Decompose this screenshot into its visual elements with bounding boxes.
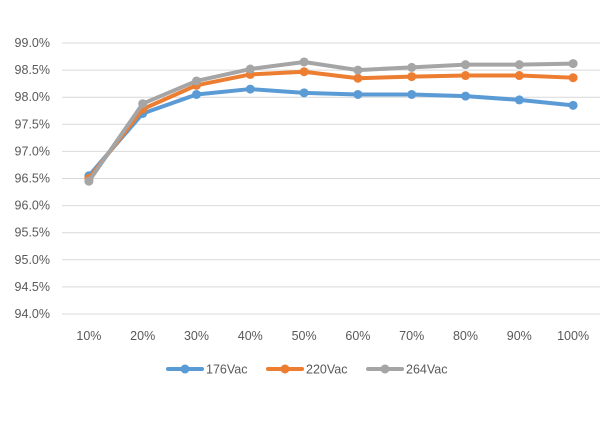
data-point-176vac	[461, 91, 470, 101]
y-tick-label: 95.5%	[15, 226, 50, 240]
data-point-220vac	[461, 71, 470, 81]
legend-swatch-marker	[280, 364, 290, 374]
y-tick-label: 96.5%	[15, 172, 50, 186]
y-tick-label: 94.0%	[15, 307, 50, 321]
data-point-176vac	[192, 89, 201, 99]
data-point-264vac	[138, 99, 148, 109]
legend-item-176vac: 176Vac	[166, 363, 247, 377]
x-tick-label: 90%	[507, 329, 532, 343]
y-tick-label: 99.0%	[15, 36, 50, 50]
x-tick-label: 20%	[130, 329, 155, 343]
legend: 176Vac 220Vac 264Vac	[166, 363, 447, 377]
data-point-264vac	[245, 64, 255, 74]
series-line-176vac	[86, 87, 576, 178]
legend-item-264vac: 264Vac	[366, 363, 447, 377]
data-point-220vac	[568, 73, 578, 83]
y-tick-label: 95.0%	[15, 253, 50, 267]
y-axis: 94.0% 94.5% 95.0% 95.5% 96.0% 96.5% 97.0% 97.5%…	[15, 36, 50, 321]
series-line-264vac	[86, 59, 576, 184]
y-tick-label: 97.5%	[15, 117, 50, 131]
x-tick-label: 30%	[184, 329, 209, 343]
y-tick-label: 94.5%	[15, 280, 50, 294]
data-point-264vac	[299, 57, 309, 67]
x-tick-label: 10%	[76, 329, 101, 343]
x-tick-label: 50%	[292, 329, 317, 343]
x-tick-label: 80%	[453, 329, 478, 343]
legend-label: 264Vac	[406, 363, 447, 377]
y-tick-label: 98.0%	[15, 90, 50, 104]
x-axis: 10% 20% 30% 40% 50% 60% 70% 80% 90% 100%	[76, 329, 589, 343]
series-220vac	[84, 67, 578, 183]
data-point-176vac	[568, 100, 578, 110]
data-point-176vac	[299, 88, 309, 98]
legend-swatch-marker	[180, 364, 190, 374]
data-point-176vac	[353, 89, 363, 99]
data-point-264vac	[84, 176, 94, 186]
y-tick-label: 96.0%	[15, 199, 50, 213]
series-group	[84, 57, 578, 186]
data-point-264vac	[568, 59, 578, 69]
legend-label: 176Vac	[206, 363, 247, 377]
data-point-220vac	[514, 71, 524, 81]
data-point-264vac	[407, 62, 417, 72]
x-tick-label: 100%	[557, 329, 589, 343]
x-tick-label: 70%	[399, 329, 424, 343]
data-point-220vac	[407, 72, 417, 82]
series-line-220vac	[86, 69, 576, 181]
legend-swatch-marker	[380, 364, 390, 374]
data-point-220vac	[353, 73, 363, 83]
series-264vac	[84, 57, 578, 186]
data-point-176vac	[245, 84, 255, 94]
data-point-176vac	[407, 89, 417, 99]
x-tick-label: 40%	[238, 329, 263, 343]
legend-item-220vac: 220Vac	[266, 363, 347, 377]
gridlines	[62, 42, 600, 315]
data-point-220vac	[299, 67, 309, 77]
data-point-264vac	[192, 76, 201, 86]
data-point-264vac	[461, 60, 470, 70]
x-tick-label: 60%	[345, 329, 370, 343]
legend-label: 220Vac	[306, 363, 347, 377]
data-point-264vac	[353, 65, 363, 75]
y-tick-label: 97.0%	[15, 144, 50, 158]
data-point-264vac	[514, 60, 524, 70]
y-tick-label: 98.5%	[15, 63, 50, 77]
data-point-176vac	[514, 95, 524, 105]
